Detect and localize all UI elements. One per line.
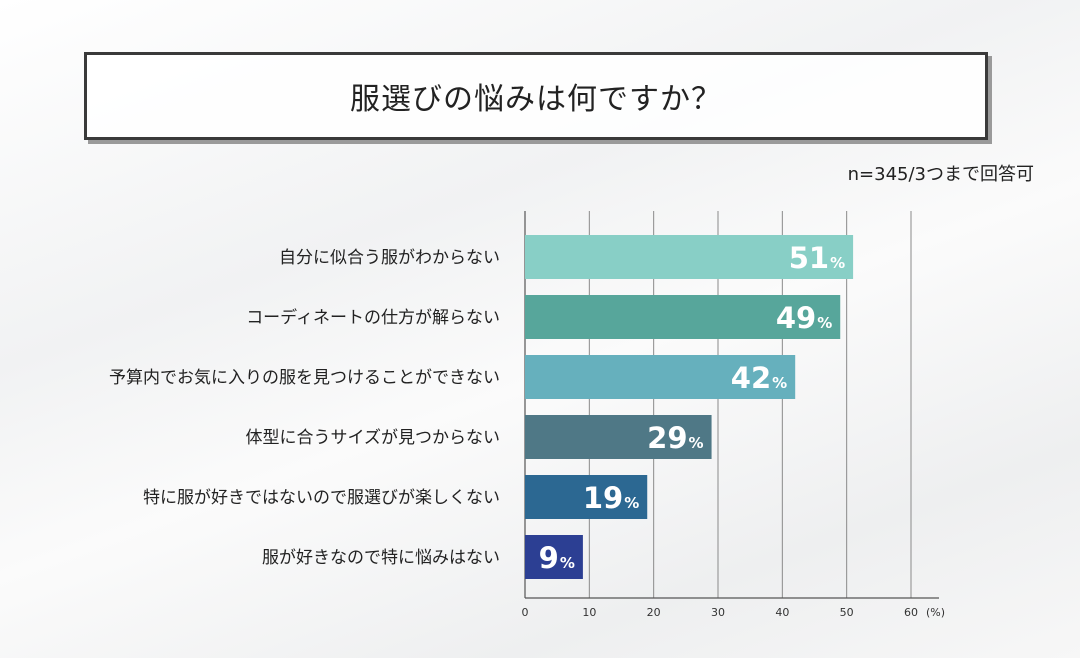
- data-label-value: 9: [539, 541, 559, 575]
- data-label: 42%: [731, 361, 787, 395]
- bar: [525, 535, 583, 579]
- title-box: 服選びの悩みは何ですか？: [84, 52, 988, 140]
- data-label-suffix: %: [560, 554, 575, 572]
- data-label-suffix: %: [817, 314, 832, 332]
- data-label-suffix: %: [689, 434, 704, 452]
- data-label-suffix: %: [772, 374, 787, 392]
- x-unit-label: (%): [926, 606, 945, 619]
- bar: [525, 415, 712, 459]
- category-label: 服が好きなので特に悩みはない: [262, 548, 500, 568]
- category-label: 体型に合うサイズが見つからない: [246, 428, 501, 448]
- data-label: 51%: [789, 241, 845, 275]
- bar: [525, 355, 796, 399]
- chart-title: 服選びの悩みは何ですか？: [350, 82, 722, 117]
- x-tick-label: 10: [582, 606, 596, 619]
- data-label-value: 49: [776, 301, 816, 335]
- data-label-value: 19: [583, 481, 623, 515]
- bar: [525, 235, 854, 279]
- data-label-value: 29: [647, 421, 687, 455]
- category-label: コーディネートの仕方が解らない: [246, 307, 500, 328]
- category-label: 自分に似合う服がわからない: [279, 248, 500, 268]
- x-tick-label: 40: [775, 606, 789, 619]
- data-label: 9%: [539, 541, 575, 575]
- x-tick-label: 20: [647, 606, 661, 619]
- category-label: 特に服が好きではないので服選びが楽しくない: [143, 488, 500, 508]
- category-label: 予算内でお気に入りの服を見つけることができない: [109, 368, 500, 388]
- data-label: 29%: [647, 421, 703, 455]
- data-label-value: 42: [731, 361, 771, 395]
- bar: [525, 475, 648, 519]
- x-tick-label: 50: [840, 606, 854, 619]
- x-tick-label: 60: [904, 606, 918, 619]
- bar: [525, 295, 841, 339]
- data-label: 49%: [776, 301, 832, 335]
- data-label-suffix: %: [624, 494, 639, 512]
- x-tick-label: 0: [522, 606, 529, 619]
- sample-note: n=345/3つまで回答可: [847, 164, 1034, 185]
- data-label-value: 51: [789, 241, 829, 275]
- data-label-suffix: %: [830, 254, 845, 272]
- data-label: 19%: [583, 481, 639, 515]
- x-tick-label: 30: [711, 606, 725, 619]
